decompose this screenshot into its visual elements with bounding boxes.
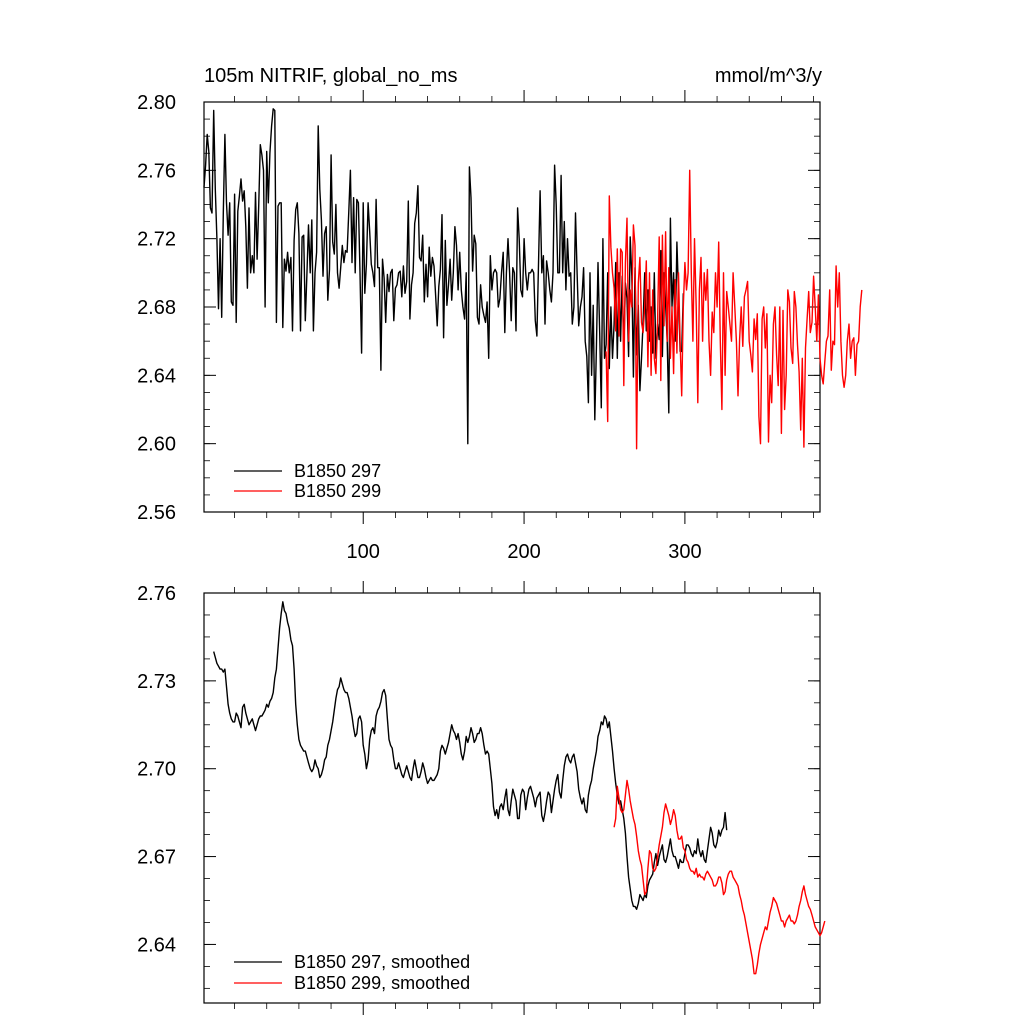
top-legend: B1850 297 B1850 299 <box>234 461 381 501</box>
bottom-axes: 2.64 2.67 2.70 2.73 2.76 <box>137 581 821 1015</box>
x-tick-label: 100 <box>347 541 380 563</box>
y-tick-label: 2.76 <box>137 160 176 182</box>
legend-label-b1850-297-smoothed: B1850 297, smoothed <box>294 952 470 972</box>
x-tick-label: 200 <box>507 541 540 563</box>
y-tick-label: 2.64 <box>137 365 176 387</box>
series-line-b1850-297-smoothed <box>213 601 728 910</box>
top-axes: 2.56 2.60 2.64 2.68 2.72 2.76 2.80 100 200 300 <box>137 90 821 563</box>
y-tick-label: 2.67 <box>137 847 176 869</box>
y-tick-label: 2.64 <box>137 934 176 956</box>
y-tick-label: 2.80 <box>137 92 176 114</box>
series-line-b1850-297 <box>203 108 684 445</box>
top-panel: 105m NITRIF, global_no_ms mmol/m^3/y 2.5… <box>137 65 863 563</box>
y-tick-label: 2.60 <box>137 434 176 456</box>
legend-label-b1850-297: B1850 297 <box>294 461 381 481</box>
legend-label-b1850-299-smoothed: B1850 299, smoothed <box>294 973 470 993</box>
y-tick-label: 2.73 <box>137 671 176 693</box>
y-tick-label: 2.68 <box>137 297 176 319</box>
y-tick-label: 2.72 <box>137 229 176 251</box>
bottom-legend: B1850 297, smoothed B1850 299, smoothed <box>234 952 470 993</box>
y-tick-label: 2.70 <box>137 759 176 781</box>
top-series <box>203 108 863 450</box>
y-tick-label: 2.56 <box>137 502 176 524</box>
series-line-b1850-299 <box>605 169 863 450</box>
series-line-b1850-299-smoothed <box>613 779 826 975</box>
bottom-series <box>213 601 826 975</box>
chart-title: 105m NITRIF, global_no_ms <box>204 65 457 87</box>
legend-label-b1850-299: B1850 299 <box>294 481 381 501</box>
y-tick-label: 2.76 <box>137 583 176 605</box>
x-tick-label: 300 <box>668 541 701 563</box>
bottom-panel: 2.64 2.67 2.70 2.73 2.76 B1850 297, smoothed… <box>137 581 826 1015</box>
plot-frame <box>203 592 821 1004</box>
units-label: mmol/m^3/y <box>715 65 822 87</box>
